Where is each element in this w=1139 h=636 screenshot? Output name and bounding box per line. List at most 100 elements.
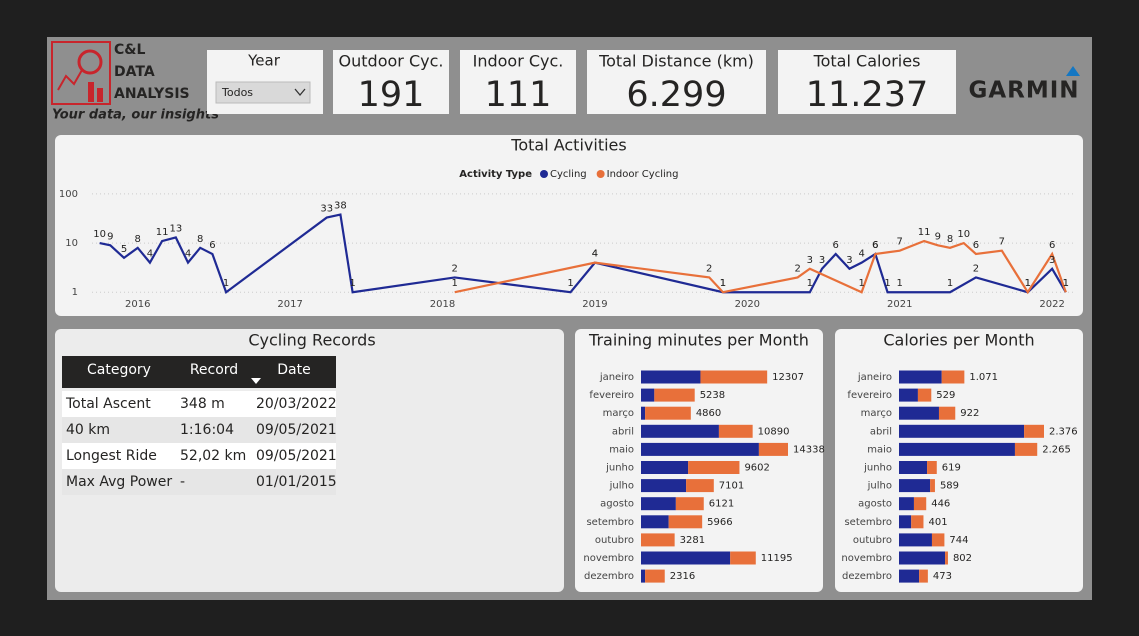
bar-segment (919, 569, 928, 583)
bar-segment (1024, 424, 1044, 438)
logo-icon (77, 49, 103, 75)
bar-segment (641, 388, 655, 402)
data-label: 11 (918, 227, 931, 238)
bar-segment (654, 388, 695, 402)
bar-segment (911, 515, 924, 529)
legend-label[interactable]: Indoor Cycling (607, 169, 679, 180)
card-label: Total Distance (km) (598, 52, 754, 71)
bar-segment (899, 424, 1025, 438)
y-tick-label: 10 (65, 238, 78, 249)
table-cell: - (180, 474, 185, 490)
data-label: 1 (1025, 278, 1031, 289)
bar-segment (641, 569, 646, 583)
bar-segment (1014, 442, 1038, 456)
data-label: 3 (1049, 255, 1055, 266)
table-row (62, 391, 336, 417)
bar-segment (641, 442, 759, 456)
total-label: 473 (933, 571, 952, 582)
table-cell: 09/05/2021 (256, 448, 337, 464)
logo-icon (57, 69, 83, 91)
category-label: junho (863, 463, 892, 474)
bar-segment (641, 515, 669, 529)
category-label: janeiro (599, 372, 634, 383)
data-label: 1 (1025, 278, 1031, 289)
category-label: outubro (595, 535, 634, 546)
bar-segment (641, 551, 731, 565)
data-label: 9 (935, 231, 941, 242)
data-label: 1 (897, 278, 903, 289)
bar-segment (899, 461, 928, 474)
bar-segment (899, 479, 931, 493)
data-label: 1 (720, 278, 726, 289)
bar-segment (899, 551, 946, 565)
total-label: 744 (949, 535, 968, 546)
category-label: setembro (586, 517, 634, 528)
category-label: setembro (844, 517, 892, 528)
data-label: 10 (957, 229, 970, 240)
category-label: agosto (600, 499, 634, 510)
total-label: 4860 (696, 408, 721, 419)
data-label: 1 (1063, 278, 1069, 289)
category-label: julho (609, 481, 634, 492)
data-label: 1 (947, 278, 953, 289)
category-label: janeiro (857, 372, 892, 383)
bar-segment (641, 533, 675, 547)
data-label: 6 (872, 240, 878, 251)
bar-segment (641, 370, 701, 384)
total-label: 922 (960, 408, 979, 419)
column-header[interactable]: Date (277, 362, 310, 378)
category-label: agosto (858, 499, 892, 510)
data-label: 9 (107, 231, 113, 242)
bar-chart-panel (575, 329, 823, 592)
table-cell: Longest Ride (66, 448, 157, 464)
y-tick-label: 100 (59, 189, 78, 200)
data-label: 3 (807, 255, 813, 266)
column-header[interactable]: Record (190, 362, 238, 378)
table-row (62, 417, 336, 443)
series-line (454, 239, 1067, 295)
category-label: novembro (841, 553, 892, 564)
slicer-value[interactable]: Todos (221, 86, 253, 99)
slicer-label: Year (247, 52, 281, 70)
data-label: 8 (197, 234, 203, 245)
category-label: maio (609, 444, 634, 455)
logo-tagline: Your data, our insights (52, 108, 219, 123)
card (460, 50, 576, 114)
category-label: dezembro (584, 571, 634, 582)
total-label: 2316 (670, 571, 695, 582)
bar-segment (913, 497, 927, 511)
bar-segment (899, 442, 1015, 456)
total-label: 2.265 (1042, 444, 1071, 455)
logo-icon (88, 82, 94, 102)
logo-icon (97, 88, 103, 102)
table-cell: 09/05/2021 (256, 422, 337, 438)
total-label: 10890 (758, 426, 790, 437)
slicer-dropdown[interactable] (215, 81, 311, 104)
table-title: Cycling Records (248, 331, 375, 350)
column-header[interactable]: Category (87, 362, 151, 378)
data-label: 6 (872, 240, 878, 251)
data-label: 6 (833, 240, 839, 251)
card-value: 111 (485, 75, 552, 115)
legend-marker (596, 170, 605, 178)
data-label: 2 (794, 263, 800, 274)
bar-segment (700, 370, 768, 384)
bar-segment (641, 479, 687, 493)
data-label: 5 (121, 244, 127, 255)
category-label: maio (867, 444, 892, 455)
category-label: novembro (583, 553, 634, 564)
bar-segment (941, 370, 965, 384)
total-label: 5238 (700, 390, 725, 401)
bar-segment (641, 497, 676, 511)
logo-text: DATA (114, 64, 155, 80)
table-header-cell (252, 356, 336, 388)
total-label: 589 (940, 481, 959, 492)
table-cell: 348 m (180, 396, 225, 412)
bar-segment (899, 569, 920, 583)
x-tick-label: 2018 (430, 299, 455, 310)
card-label: Outdoor Cyc. (339, 52, 444, 71)
legend-label[interactable]: Cycling (550, 169, 587, 180)
card-value: 6.299 (626, 75, 726, 115)
